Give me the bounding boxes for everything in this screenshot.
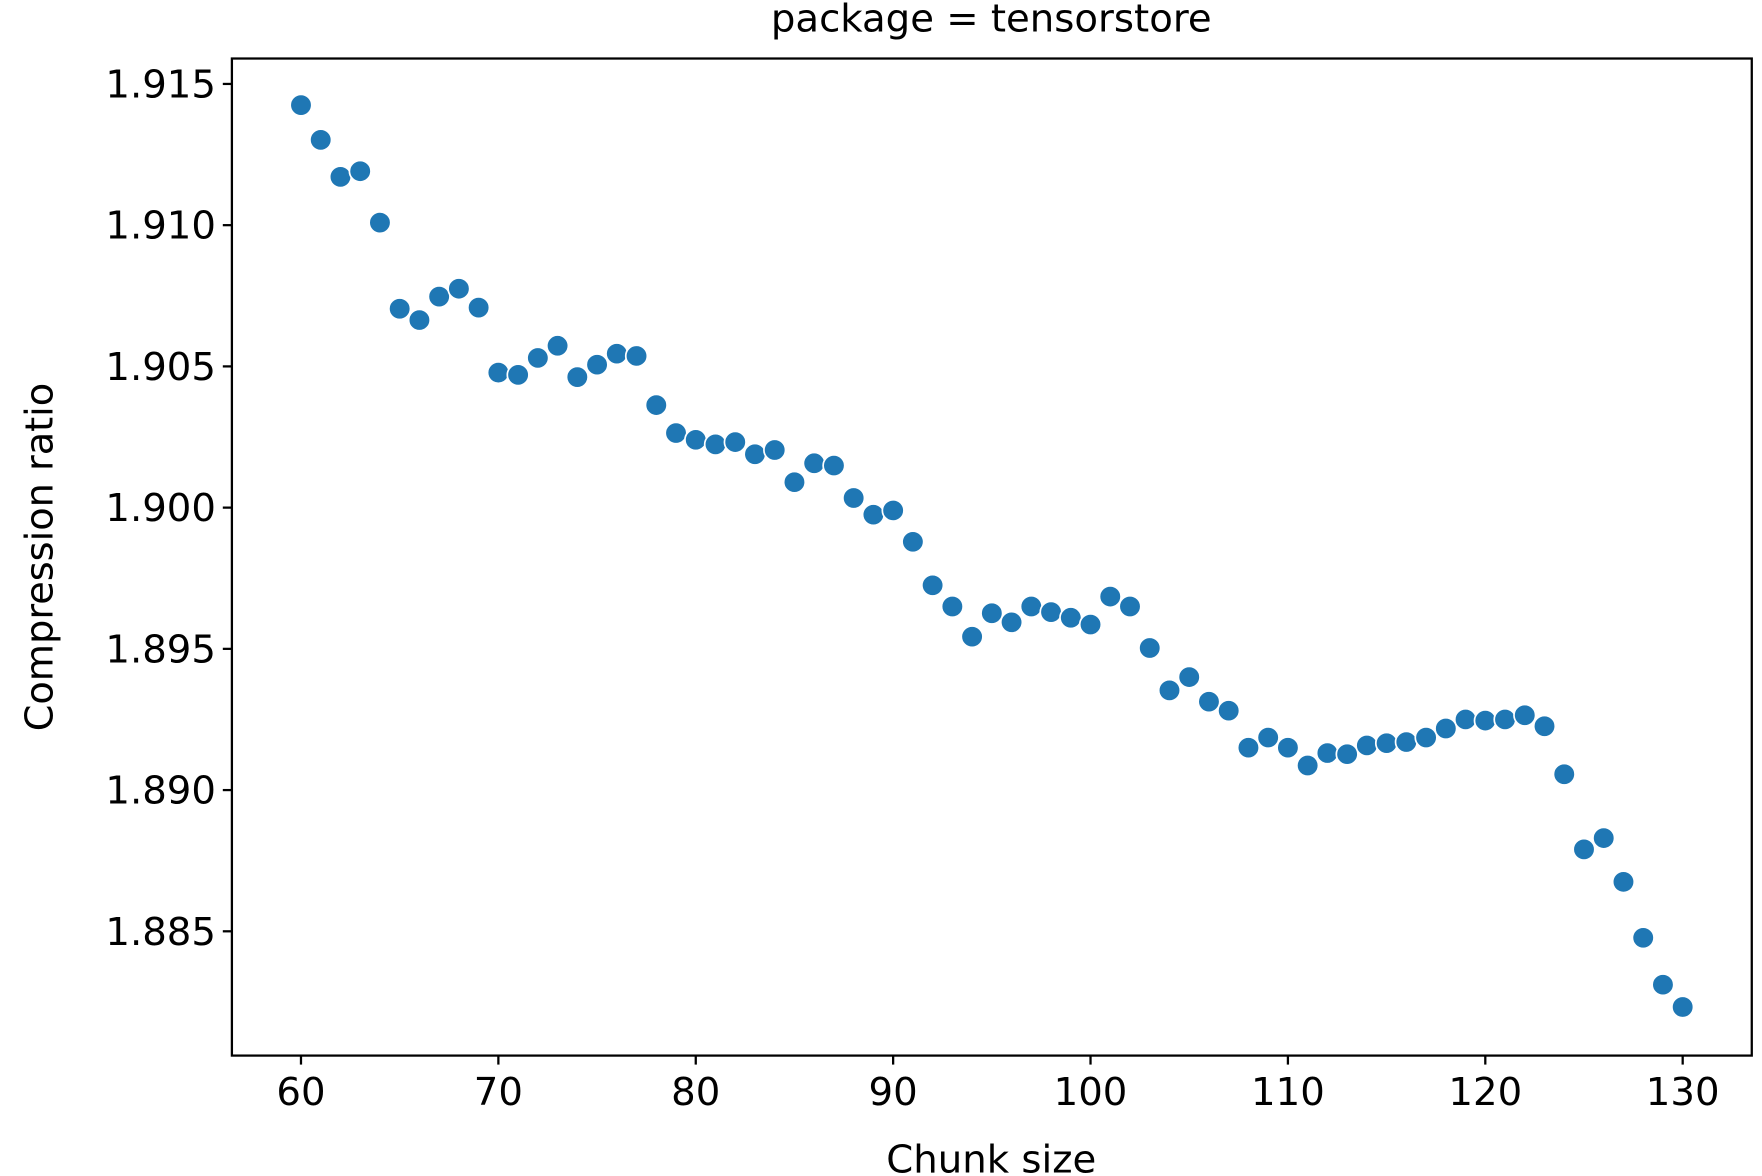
data-point <box>664 421 688 445</box>
data-point <box>1453 707 1478 731</box>
data-point <box>1039 600 1063 624</box>
y-tick-label: 1.895 <box>105 628 216 673</box>
data-point <box>309 128 333 152</box>
x-tick-label: 90 <box>869 1070 918 1115</box>
data-points <box>289 93 1695 1019</box>
data-point <box>920 573 945 597</box>
data-point <box>1118 594 1142 619</box>
data-point <box>1532 714 1557 738</box>
data-point <box>1493 707 1517 731</box>
data-point <box>980 601 1004 625</box>
x-tick-label: 130 <box>1646 1070 1720 1115</box>
data-point <box>1651 973 1675 997</box>
data-point <box>328 165 353 189</box>
data-point <box>1157 678 1182 702</box>
data-point <box>684 428 708 452</box>
y-tick-label: 1.915 <box>105 63 216 108</box>
data-point <box>782 470 807 494</box>
data-point <box>1236 736 1261 760</box>
data-point <box>1217 699 1241 723</box>
plot-frame <box>230 57 1753 1057</box>
data-point <box>348 159 372 183</box>
data-point <box>526 346 550 370</box>
data-point <box>940 594 965 619</box>
data-point <box>842 486 866 510</box>
x-tick-label: 100 <box>1054 1070 1128 1115</box>
data-point <box>427 285 451 309</box>
data-point <box>407 308 432 332</box>
data-point <box>289 93 313 117</box>
data-point <box>1355 733 1379 757</box>
x-axis: 60 70 80 90 100 110 120 130 <box>276 1055 1720 1115</box>
data-point <box>565 365 589 389</box>
data-point <box>743 442 767 466</box>
x-tick-label: 60 <box>276 1070 325 1115</box>
x-tick-label: 80 <box>671 1070 720 1115</box>
x-tick-label: 110 <box>1251 1070 1325 1115</box>
data-point <box>1552 762 1576 786</box>
data-point <box>1256 726 1280 750</box>
y-tick-label: 1.900 <box>105 486 216 531</box>
y-tick-label: 1.905 <box>105 345 216 390</box>
data-point <box>763 438 787 462</box>
data-point <box>1513 703 1537 727</box>
y-tick-label: 1.890 <box>105 769 216 814</box>
data-point <box>486 361 511 385</box>
data-point <box>506 363 530 387</box>
data-point <box>466 296 491 320</box>
data-point <box>624 344 649 368</box>
y-axis: 1.885 1.890 1.895 1.900 1.905 1.910 1.915 <box>105 63 232 955</box>
data-point <box>1098 585 1122 609</box>
data-point <box>1197 690 1221 714</box>
data-point <box>822 454 846 478</box>
data-point <box>447 277 471 301</box>
data-point <box>1138 636 1162 660</box>
data-point <box>368 211 392 235</box>
data-point <box>1177 665 1201 689</box>
y-axis-label: Compression ratio <box>17 383 62 731</box>
data-point <box>388 297 412 321</box>
data-point <box>1315 741 1340 765</box>
data-point <box>1414 726 1438 750</box>
data-point <box>703 432 728 456</box>
data-point <box>545 334 570 358</box>
data-point <box>585 353 609 377</box>
data-point <box>1019 594 1043 619</box>
y-tick-label: 1.910 <box>105 204 216 249</box>
data-point <box>901 530 925 554</box>
data-point <box>1572 837 1596 861</box>
data-point <box>1631 926 1655 950</box>
data-point <box>1335 742 1359 766</box>
x-tick-label: 120 <box>1448 1070 1522 1115</box>
x-axis-label: Chunk size <box>886 1138 1096 1176</box>
data-point <box>1671 995 1695 1019</box>
data-point <box>1434 716 1458 741</box>
chart-title: package = tensorstore <box>771 0 1212 41</box>
data-point <box>1276 736 1300 760</box>
x-tick-label: 70 <box>474 1070 523 1115</box>
data-point <box>999 610 1024 634</box>
data-point <box>1374 731 1399 755</box>
data-point <box>881 498 905 522</box>
data-point <box>960 625 984 649</box>
data-point <box>1473 709 1497 733</box>
data-point <box>1296 753 1320 778</box>
data-point <box>1592 826 1616 850</box>
data-point <box>1394 730 1418 754</box>
data-point <box>605 342 629 366</box>
data-point <box>723 430 747 454</box>
data-point <box>802 451 826 475</box>
data-point <box>1059 606 1083 630</box>
data-point <box>861 503 886 527</box>
data-point <box>1611 870 1636 894</box>
data-point <box>1078 613 1103 637</box>
y-tick-label: 1.885 <box>105 910 216 955</box>
data-point <box>644 393 668 417</box>
